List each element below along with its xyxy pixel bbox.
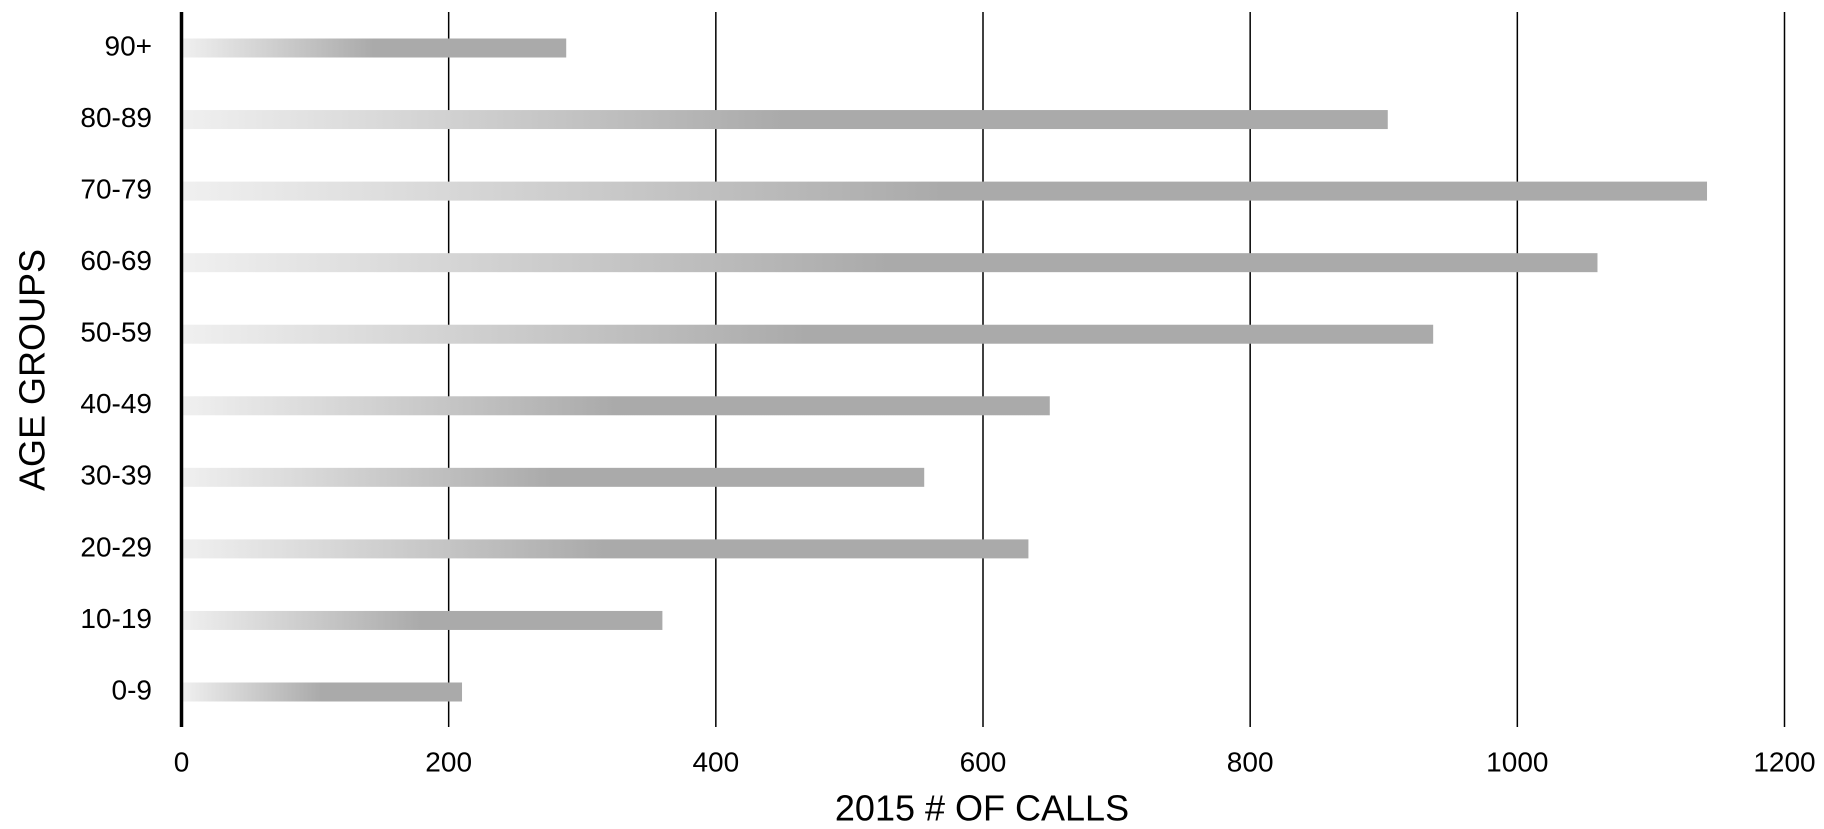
- x-axis-title: 2015 # OF CALLS: [835, 788, 1129, 829]
- bar: [181, 253, 1598, 273]
- y-tick-label: 80-89: [80, 102, 152, 133]
- y-tick-label: 60-69: [80, 245, 152, 276]
- bar: [181, 324, 1434, 344]
- y-axis-title: AGE GROUPS: [12, 249, 53, 491]
- y-tick-label: 10-19: [80, 603, 152, 634]
- y-tick-label: 70-79: [80, 174, 152, 205]
- y-tick-label: 30-39: [80, 460, 152, 491]
- x-tick-label: 400: [692, 746, 739, 777]
- x-tick-label: 1000: [1486, 746, 1548, 777]
- bar: [181, 181, 1708, 201]
- y-tick-label: 0-9: [112, 674, 152, 705]
- x-tick-label: 600: [960, 746, 1007, 777]
- y-tick-label: 40-49: [80, 388, 152, 419]
- x-tick-label: 200: [425, 746, 472, 777]
- x-tick-label: 0: [174, 746, 190, 777]
- bar: [181, 682, 463, 702]
- y-tick-label: 90+: [105, 30, 153, 61]
- bar: [181, 467, 925, 487]
- bar: [181, 539, 1029, 559]
- x-tick-label: 1200: [1753, 746, 1815, 777]
- bar: [181, 396, 1050, 416]
- x-tick-label: 800: [1227, 746, 1274, 777]
- bar: [181, 610, 663, 630]
- y-tick-label: 20-29: [80, 531, 152, 562]
- y-tick-label: 50-59: [80, 317, 152, 348]
- bar: [181, 38, 567, 58]
- bar: [181, 110, 1388, 130]
